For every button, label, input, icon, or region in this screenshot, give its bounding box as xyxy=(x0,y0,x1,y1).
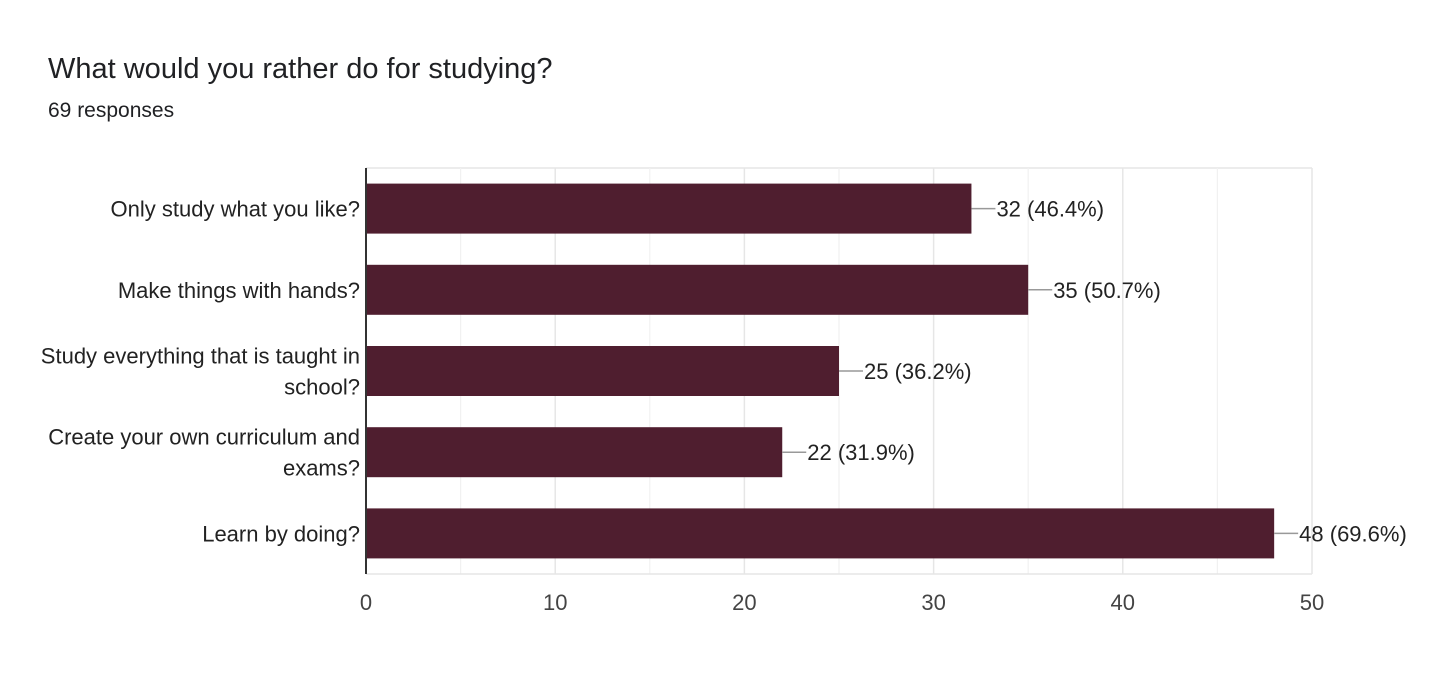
question-title: What would you rather do for studying? xyxy=(48,53,553,85)
response-count: 69 responses xyxy=(48,99,175,122)
x-tick-label: 40 xyxy=(1111,590,1135,615)
category-label: Create your own curriculum and exams? xyxy=(48,425,360,481)
category-label: Only study what you like? xyxy=(111,197,360,222)
axes xyxy=(365,168,1312,575)
category-label: Study everything that is taught in school… xyxy=(41,344,360,400)
bars xyxy=(366,183,1275,559)
bar xyxy=(366,264,1029,315)
x-tick-label: 0 xyxy=(360,590,372,615)
bar xyxy=(366,427,783,478)
bar-value-label: 35 (50.7%) xyxy=(1053,278,1161,303)
bar-value-label: 25 (36.2%) xyxy=(864,359,972,384)
bar-value-label: 48 (69.6%) xyxy=(1299,521,1407,546)
bar xyxy=(366,346,839,396)
category-label: Make things with hands? xyxy=(118,278,360,303)
bar xyxy=(366,183,972,234)
bar xyxy=(366,508,1275,559)
x-tick-label: 10 xyxy=(543,590,567,615)
bar-value-label: 22 (31.9%) xyxy=(807,440,915,465)
x-tick-label: 30 xyxy=(921,590,945,615)
bar-value-label: 32 (46.4%) xyxy=(996,197,1104,222)
x-tick-label: 20 xyxy=(732,590,756,615)
category-label: Learn by doing? xyxy=(202,521,360,546)
x-tick-label: 50 xyxy=(1300,590,1324,615)
labels: 0 10 20 30 40 50 32 (46.4%) Only study what you… xyxy=(41,197,1407,615)
